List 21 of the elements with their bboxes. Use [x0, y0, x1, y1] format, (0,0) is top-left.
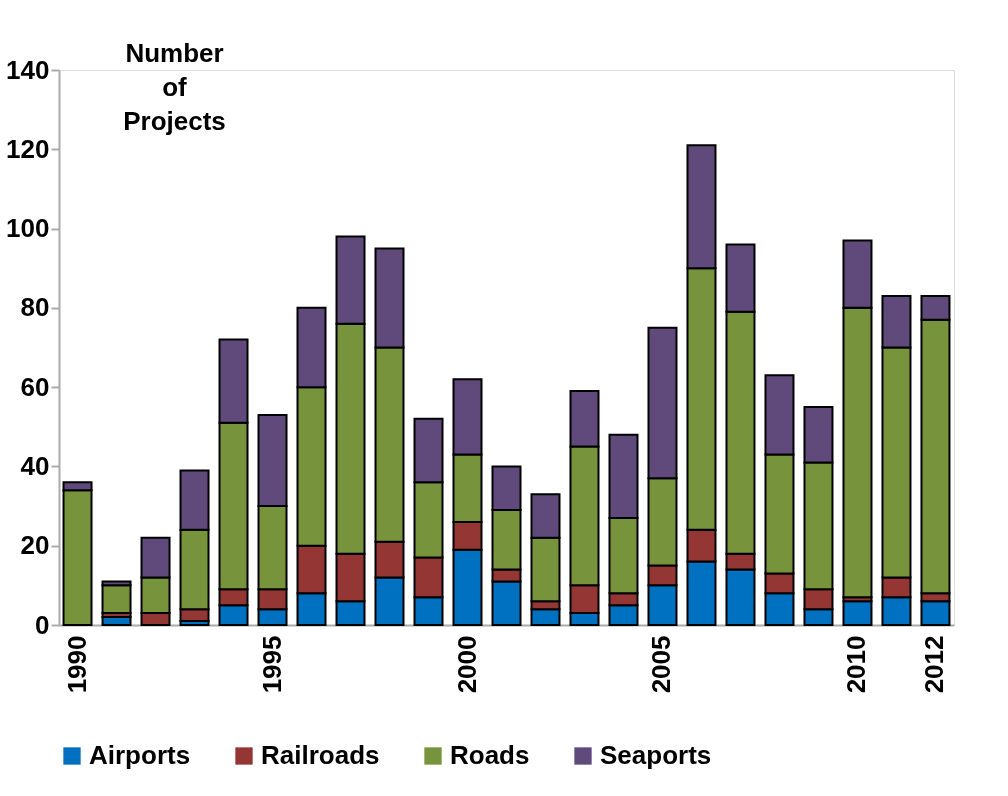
y-axis-title: Number of Projects — [123, 37, 226, 136]
y-tick-label: 20 — [20, 530, 50, 561]
y-tick-label: 0 — [35, 609, 50, 640]
bar — [842, 600, 873, 626]
x-tick-label: 2010 — [841, 635, 872, 694]
x-tick-label: 2012 — [919, 635, 950, 694]
y-tick-label: 120 — [6, 133, 50, 164]
x-tick-label: 2005 — [646, 635, 677, 694]
legend-label: Railroads — [261, 740, 380, 770]
y-tick-label: 40 — [20, 450, 50, 481]
x-tick-label: 2000 — [451, 635, 482, 694]
legend-label: Roads — [450, 740, 530, 770]
y-tick-label: 100 — [6, 213, 50, 244]
x-tick-label: 1990 — [61, 635, 92, 694]
legend-label: Airports — [89, 740, 191, 770]
y-tick-label: 80 — [20, 292, 50, 323]
bar — [101, 584, 132, 615]
x-tick-label: 1995 — [256, 635, 287, 694]
legend-label: Seaports — [600, 740, 712, 770]
y-tick-label: 140 — [6, 54, 50, 85]
y-tick-label: 60 — [20, 371, 50, 402]
